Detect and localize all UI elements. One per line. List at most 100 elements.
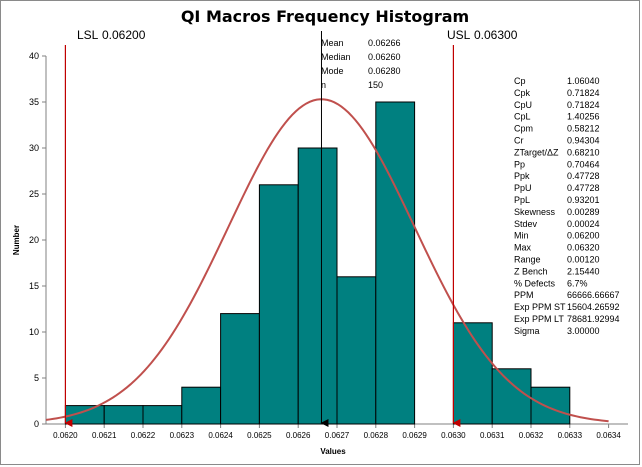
y-tick-label: 30 [29,143,39,153]
x-tick-label: 0.0633 [558,431,583,440]
capability-stat-label: Pp [514,159,525,169]
normal-curve [45,98,609,423]
capability-stat-value: 15604.26592 [567,302,620,312]
histogram-bars [64,101,571,425]
y-ticks: 0 5 10 15 20 25 30 35 40 [29,51,46,429]
x-tick-label: 0.0634 [596,431,621,440]
capability-stat-label: PpL [514,195,530,205]
center-stat-label: n [321,80,326,90]
usl-value: 0.06300 [474,28,518,42]
capability-stat-label: Z Bench [514,266,548,276]
x-tick-label: 0.0629 [402,431,427,440]
capability-stat-label: % Defects [514,278,556,288]
y-axis-label: Number [12,225,21,255]
spec-limits [64,31,461,427]
capability-stat-label: ZTarget/ΔZ [514,147,559,157]
x-tick-label: 0.0627 [325,431,350,440]
x-tick-label: 0.0622 [131,431,156,440]
capability-stat-value: 0.06200 [567,231,600,241]
y-tick-label: 40 [29,51,39,61]
capability-stat-value: 78681.92994 [567,314,620,324]
chart-title: QI Macros Frequency Histogram [181,7,469,26]
x-tick-label: 0.0630 [441,431,466,440]
capability-stat-label: Range [514,255,541,265]
capability-stat-label: Max [514,243,532,253]
capability-stat-value: 0.93201 [567,195,600,205]
capability-stat-label: CpU [514,100,532,110]
histogram-bar [336,276,377,425]
histogram-bar [258,184,299,425]
capability-stat-value: 66666.66667 [567,290,620,300]
y-tick-label: 0 [34,419,39,429]
capability-stat-label: CpL [514,112,531,122]
histogram-bar [530,386,571,425]
histogram-bar [375,101,416,425]
usl-label: USL [447,28,471,42]
capability-stat-value: 0.94304 [567,136,600,146]
x-tick-label: 0.0624 [208,431,233,440]
capability-stat-value: 0.47728 [567,171,600,181]
capability-stat-label: Exp PPM LT [514,314,564,324]
capability-stat-label: Ppk [514,171,530,181]
center-stat-value: 150 [368,80,383,90]
histogram-bar [142,405,183,425]
y-tick-label: 10 [29,327,39,337]
x-ticks: 0.0620 0.0621 0.0622 0.0623 0.0624 0.0625 0.06… [53,424,621,440]
x-tick-label: 0.0621 [92,431,117,440]
capability-stat-label: PpU [514,183,532,193]
capability-stat-value: 0.00289 [567,207,600,217]
capability-stat-label: Cr [514,136,524,146]
capability-stat-value: 0.70464 [567,159,600,169]
x-tick-label: 0.0625 [247,431,272,440]
center-stat-value: 0.06260 [368,52,401,62]
y-tick-label: 15 [29,281,39,291]
x-axis-label: Values [320,447,346,456]
center-stat-value: 0.06266 [368,38,401,48]
y-tick-label: 5 [34,373,39,383]
capability-stat-value: 6.7% [567,278,588,288]
capability-stat-value: 0.71824 [567,88,600,98]
histogram-bar [103,405,144,425]
histogram-bar [220,313,260,425]
center-stat-value: 0.06280 [368,66,401,76]
y-tick-label: 25 [29,189,39,199]
capability-stat-label: Exp PPM ST [514,302,566,312]
y-tick-label: 35 [29,97,39,107]
x-tick-label: 0.0631 [480,431,505,440]
capability-stat-label: Min [514,231,529,241]
capability-stat-label: PPM [514,290,534,300]
capability-stat-value: 0.06320 [567,243,600,253]
histogram-bar [491,368,532,425]
capability-stat-value: 0.47728 [567,183,600,193]
capability-stat-label: Stdev [514,219,538,229]
capability-stat-value: 0.71824 [567,100,600,110]
capability-stat-value: 1.40256 [567,112,600,122]
histogram-bar [181,386,222,425]
lsl-value: 0.06200 [102,28,146,42]
x-tick-label: 0.0623 [170,431,195,440]
center-stat-label: Median [321,52,351,62]
x-tick-label: 0.0626 [286,431,311,440]
capability-stat-label: Cpk [514,88,531,98]
center-stat-label: Mean [321,38,344,48]
capability-stat-label: Skewness [514,207,556,217]
x-tick-label: 0.0620 [53,431,78,440]
capability-stat-value: 2.15440 [567,266,600,276]
capability-stat-value: 0.00024 [567,219,600,229]
x-tick-label: 0.0632 [519,431,544,440]
x-tick-label: 0.0628 [364,431,389,440]
lsl-label: LSL [77,28,99,42]
capability-stat-value: 0.68210 [567,147,600,157]
capability-stat-label: Sigma [514,326,540,336]
capability-stat-label: Cp [514,76,526,86]
center-stat-label: Mode [321,66,344,76]
capability-stats: Cp 1.06040 Cpk 0.71824 CpU 0.71824 CpL 1.40256 C… [514,76,620,336]
center-stats: Mean 0.06266 Median 0.06260 Mode 0.06280 n 150 [321,38,401,90]
capability-stat-value: 0.00120 [567,255,600,265]
capability-stat-label: Cpm [514,124,533,134]
capability-stat-value: 0.58212 [567,124,600,134]
normal-curve-group [45,98,609,423]
y-tick-label: 20 [29,235,39,245]
